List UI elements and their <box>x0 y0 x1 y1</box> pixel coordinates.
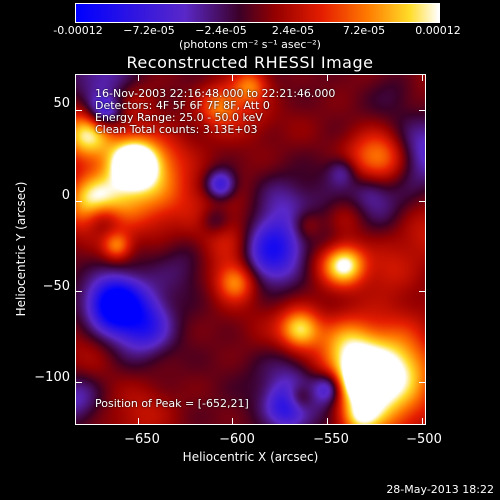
y-axis-label: Heliocentric Y (arcsec) <box>14 181 28 317</box>
chart-title: Reconstructed RHESSI Image <box>126 53 374 72</box>
y-tick-label: −50 <box>42 279 70 294</box>
colorbar-tick: −7.2e-05 <box>123 24 175 37</box>
x-tick-mark <box>232 74 234 81</box>
detectors-annotation: Detectors: 4F 5F 6F 7F 8F, Att 0 <box>95 99 270 112</box>
y-tick-mark <box>75 381 82 383</box>
x-tick-mark <box>327 74 329 81</box>
y-tick-mark <box>419 381 426 383</box>
x-tick-mark <box>327 418 329 425</box>
time-range-annotation: 16-Nov-2003 22:16:48.000 to 22:21:46.000 <box>95 87 336 100</box>
y-tick-mark <box>75 291 82 293</box>
x-tick-label: −550 <box>313 432 349 447</box>
x-tick-mark <box>232 418 234 425</box>
x-tick-label: −500 <box>406 432 442 447</box>
x-tick-mark <box>422 74 424 81</box>
colorbar-tick: 7.2e-05 <box>342 24 386 37</box>
y-tick-mark <box>419 110 426 112</box>
y-tick-mark <box>75 200 82 202</box>
y-tick-label: 50 <box>53 96 70 111</box>
colorbar-tick: −2.4e-05 <box>195 24 247 37</box>
energy-range-annotation: Energy Range: 25.0 - 50.0 keV <box>95 111 263 124</box>
peak-position-annotation: Position of Peak = [-652,21] <box>95 397 249 410</box>
x-tick-mark <box>137 74 139 81</box>
colorbar-tick: 0.00012 <box>415 24 461 37</box>
colorbar <box>75 3 440 23</box>
heatmap-image <box>75 74 426 425</box>
colorbar-tick: -0.00012 <box>53 24 103 37</box>
y-tick-mark <box>419 200 426 202</box>
x-tick-mark <box>137 418 139 425</box>
colorbar-tick: 2.4e-05 <box>271 24 315 37</box>
y-tick-label: 0 <box>61 188 70 203</box>
x-tick-mark <box>422 418 424 425</box>
x-tick-label: −650 <box>124 432 160 447</box>
y-tick-mark <box>75 110 82 112</box>
colorbar-units: (photons cm⁻² s⁻¹ asec⁻²) <box>179 38 321 51</box>
y-tick-label: −100 <box>34 370 70 385</box>
clean-counts-annotation: Clean Total counts: 3.13E+03 <box>95 123 258 136</box>
y-tick-mark <box>419 291 426 293</box>
x-tick-label: −600 <box>219 432 255 447</box>
x-axis-label: Heliocentric X (arcsec) <box>182 450 319 464</box>
footer-timestamp: 28-May-2013 18:22 <box>386 483 494 496</box>
